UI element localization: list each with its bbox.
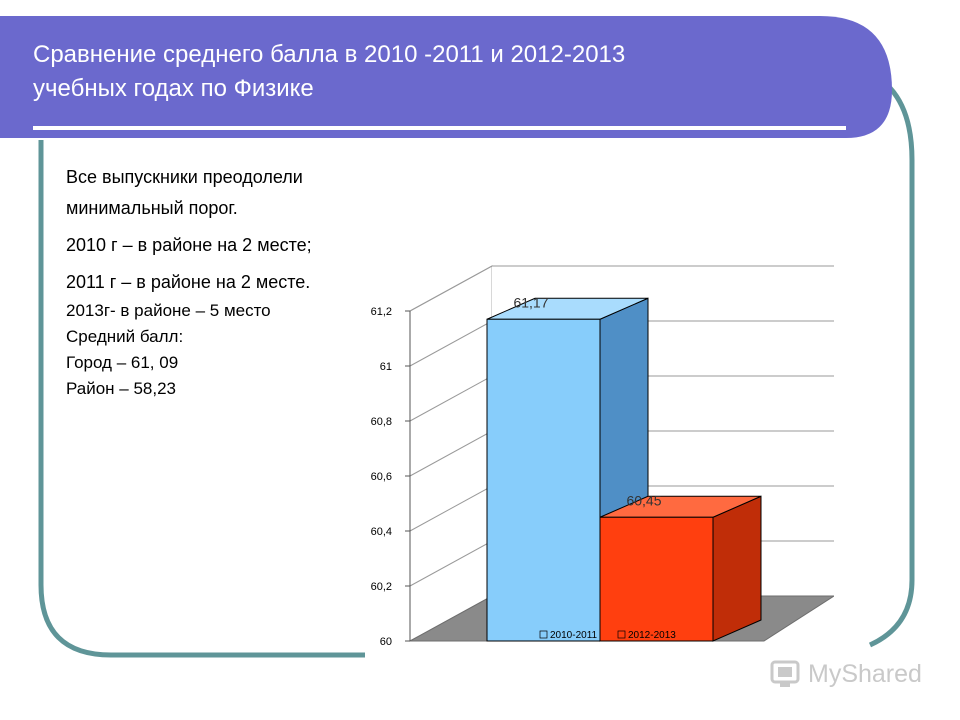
note-2013: 2013г- в районе – 5 место bbox=[66, 301, 271, 320]
bar-side-2012-2013 bbox=[712, 495, 762, 642]
y-tick-label: 60,6 bbox=[371, 471, 392, 483]
bar-2010-2011 bbox=[486, 318, 601, 642]
notes-block: Все выпускники преодолели минимальный по… bbox=[66, 162, 366, 402]
y-tick-label: 61,2 bbox=[371, 306, 392, 318]
chart-bars bbox=[486, 297, 762, 642]
title-line-1: Сравнение среднего балла в 2010 -2011 и … bbox=[33, 41, 626, 68]
legend-swatch-2012-2013 bbox=[617, 630, 626, 639]
myshared-logo-icon bbox=[770, 660, 800, 687]
legend-swatch-2010-2011 bbox=[539, 630, 548, 639]
bar-2012-2013 bbox=[599, 516, 714, 642]
note-district-avg: Район – 58,23 bbox=[66, 379, 177, 398]
logo-text: MyShared bbox=[808, 660, 922, 688]
frame-right-curve bbox=[868, 86, 915, 648]
slide-title: Сравнение среднего балла в 2010 -2011 и … bbox=[33, 38, 853, 106]
data-label-2010-2011: 61,17 bbox=[513, 294, 548, 310]
y-tick-label: 60 bbox=[380, 636, 392, 648]
note-city-avg: Город – 61, 09 bbox=[66, 353, 179, 372]
y-tick-label: 60,8 bbox=[371, 416, 392, 428]
gridline bbox=[409, 265, 834, 312]
y-tick-label: 60,2 bbox=[371, 581, 392, 593]
data-labels: 61,17 60,45 bbox=[513, 294, 661, 508]
chart-legend: 2010-2011 2012-2013 bbox=[539, 630, 676, 641]
y-tick-label: 60,4 bbox=[371, 526, 392, 538]
legend-label-2012-2013: 2012-2013 bbox=[628, 630, 676, 641]
note-2010: 2010 г – в районе на 2 месте; bbox=[66, 235, 312, 255]
header-banner bbox=[0, 16, 892, 138]
legend-label-2010-2011: 2010-2011 bbox=[550, 630, 598, 641]
bar-chart: 60 60,2 60,4 60,6 60,8 61 61,2 61,17 60,45 2010… bbox=[371, 265, 834, 648]
note-avg-heading: Средний балл: bbox=[66, 327, 184, 346]
note-threshold: Все выпускники преодолели минимальный по… bbox=[66, 167, 303, 218]
frame-left-curve bbox=[38, 140, 365, 658]
y-axis-ticks: 60 60,2 60,4 60,6 60,8 61 61,2 bbox=[371, 306, 411, 648]
data-label-2012-2013: 60,45 bbox=[626, 492, 661, 508]
y-tick-label: 61 bbox=[380, 361, 392, 373]
note-2011: 2011 г – в районе на 2 месте. bbox=[66, 272, 311, 292]
title-line-2: учебных годах по Физике bbox=[33, 75, 314, 102]
